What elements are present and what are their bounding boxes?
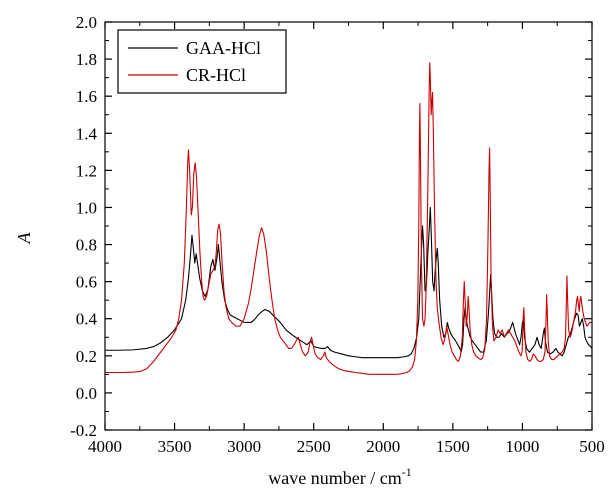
x-tick-label: 4000 [88,437,122,456]
x-tick-label: 500 [579,437,605,456]
legend-label-gaa-hcl: GAA-HCl [186,38,261,58]
y-tick-label: 0.0 [76,384,97,403]
legend: GAA-HCl CR-HCl [117,29,287,94]
y-tick-label: 2.0 [76,13,97,32]
y-tick-label: -0.2 [70,421,97,440]
y-tick-label: 1.2 [76,161,97,180]
y-axis-label: A [14,232,34,245]
x-tick-label: 3000 [227,437,261,456]
y-tick-label: 0.4 [76,310,98,329]
tick-labels: 4000 3500 3000 2500 2000 1500 1000 500 -0.2 0.0 0.… [70,13,605,456]
legend-label-cr-hcl: CR-HCl [186,65,246,85]
x-axis-label-superscript: -1 [402,465,412,479]
x-tick-label: 1500 [436,437,470,456]
y-tick-label: 0.2 [76,347,97,366]
y-tick-label: 0.8 [76,236,97,255]
plot-frame [104,21,593,431]
y-tick-label: 1.0 [76,198,97,217]
x-tick-label: 1000 [505,437,539,456]
y-tick-label: 1.8 [76,50,97,69]
x-tick-label: 3500 [158,437,192,456]
series-lines [105,62,592,375]
series-line-cr-hcl [105,62,592,375]
y-tick-label: 0.6 [76,273,97,292]
y-tick-label: 1.6 [76,87,97,106]
legend-box [117,29,287,94]
x-tick-label: 2500 [297,437,331,456]
series-line-gaa-hcl [105,206,592,359]
x-axis-label: wave number / cm-1 [268,465,411,488]
x-axis-label-text: wave number / cm [268,468,401,488]
y-tick-label: 1.4 [76,124,98,143]
x-tick-label: 2000 [366,437,400,456]
